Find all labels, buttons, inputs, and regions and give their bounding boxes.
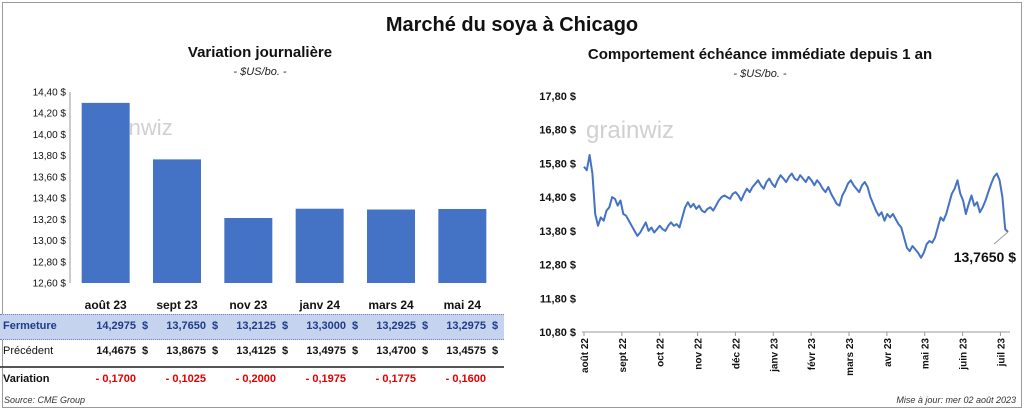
table-cell: 13,4700 <box>376 345 416 357</box>
y-tick-label: 13,60 $ <box>33 172 67 183</box>
table-cell: 13,2125 <box>236 320 276 332</box>
table-cell: 13,2925 <box>376 320 416 332</box>
x-tick-label: févr 23 <box>807 338 818 371</box>
bar <box>438 208 487 283</box>
x-tick-label: avr 23 <box>883 338 894 367</box>
bar-chart-title: Variation journalière <box>187 44 333 61</box>
x-tick-label: janv 23 <box>769 338 780 373</box>
x-category-label: nov 23 <box>229 298 267 312</box>
x-tick-label: mars 23 <box>845 338 856 376</box>
currency-symbol: $ <box>141 345 149 357</box>
table-row-previous: Précédent 14,4675 $13,8675 $13,4125 $13,497… <box>0 340 504 364</box>
line-chart: 10,80 $ 11,80 $ 12,80 $ 13,80 $ 14,80 $ 15,80… <box>539 91 1016 376</box>
bar <box>367 209 415 283</box>
y-tick-label: 13,80 $ <box>33 151 67 162</box>
table-cell: 13,4125 <box>236 345 276 357</box>
currency-symbol: $ <box>351 345 359 357</box>
y-tick-label: 14,00 $ <box>33 130 67 141</box>
table-cell: 13,4975 <box>306 345 346 357</box>
bar-chart-unit: - $US/bo. - <box>233 66 287 78</box>
price-line <box>583 154 1009 259</box>
update-date: Mise à jour: mer 02 août 2023 <box>896 395 1016 405</box>
y-tick-label: 13,00 $ <box>33 236 67 247</box>
table-row-close: Fermeture 14,2975 $13,7650 $13,2125 $13,300… <box>0 314 504 340</box>
line-chart-unit: - $US/bo. - <box>733 68 787 80</box>
y-tick-label: 13,40 $ <box>33 194 67 205</box>
bar <box>153 159 201 283</box>
table-cell: - 0,1025 <box>165 373 206 385</box>
y-tick-label: 14,40 $ <box>33 88 67 99</box>
table-cell: - 0,1700 <box>95 373 136 385</box>
x-tick-label: oct 22 <box>656 338 667 367</box>
source-note: Source: CME Group <box>4 395 86 405</box>
y-tick-label: 14,80 $ <box>539 192 576 204</box>
currency-symbol: $ <box>351 320 359 332</box>
watermark-logo: grainwiz <box>586 117 674 144</box>
y-tick-label: 12,80 $ <box>33 257 67 268</box>
x-tick-label: juin 23 <box>959 338 970 371</box>
currency-symbol: $ <box>211 320 219 332</box>
currency-symbol: $ <box>281 345 289 357</box>
bar <box>81 102 130 283</box>
table-cell: - 0,1600 <box>445 373 486 385</box>
y-tick-label: 13,80 $ <box>539 226 576 238</box>
currency-symbol: $ <box>141 320 149 332</box>
y-tick-label: 10,80 $ <box>539 327 576 339</box>
y-tick-label: 12,80 $ <box>539 260 576 272</box>
table-cell: - 0,1775 <box>375 373 416 385</box>
row-label: Variation <box>3 373 50 385</box>
table-cell: 13,3000 <box>306 320 346 332</box>
currency-symbol: $ <box>211 345 219 357</box>
y-tick-label: 12,60 $ <box>33 279 67 290</box>
table-cell: 14,2975 <box>96 320 136 332</box>
y-tick-label: 11,80 $ <box>540 293 576 305</box>
y-tick-label: 14,20 $ <box>33 109 67 120</box>
currency-symbol: $ <box>421 320 429 332</box>
x-category-label: sept 23 <box>156 298 198 312</box>
last-price-callout: 13,7650 $ <box>954 249 1016 265</box>
table-cell: 13,4575 <box>446 345 486 357</box>
x-category-label: janv 24 <box>298 298 340 312</box>
currency-symbol: $ <box>421 345 429 357</box>
row-label: Fermeture <box>3 320 57 332</box>
table-cell: 13,8675 <box>166 345 206 357</box>
y-tick-label: 13,20 $ <box>33 215 67 226</box>
table-row-variation: Variation - 0,1700 - 0,1025 - 0,2000 - 0,19… <box>0 366 504 392</box>
currency-symbol: $ <box>491 345 499 357</box>
table-cell: 13,2975 <box>446 320 486 332</box>
x-tick-label: août 22 <box>580 338 591 373</box>
x-tick-label: juil 23 <box>996 338 1007 368</box>
callout-leader <box>993 231 1009 245</box>
table-cell: 13,7650 <box>166 320 206 332</box>
row-label: Précédent <box>3 345 54 357</box>
y-tick-label: 17,80 $ <box>539 91 576 103</box>
x-tick-label: sept 22 <box>618 338 629 373</box>
currency-symbol: $ <box>491 320 499 332</box>
x-category-label: mars 24 <box>368 298 414 312</box>
bar <box>295 208 344 283</box>
x-tick-label: mai 23 <box>921 338 932 370</box>
table-cell: - 0,1975 <box>305 373 346 385</box>
bar-chart: 12,60 $ 12,80 $ 13,00 $ 13,20 $ 13,40 $ 13,60… <box>33 88 487 312</box>
y-tick-label: 16,80 $ <box>539 125 576 137</box>
x-tick-label: nov 22 <box>694 338 705 370</box>
currency-symbol: $ <box>281 320 289 332</box>
line-chart-title: Comportement échéance immédiate depuis 1… <box>587 46 933 63</box>
table-cell: 14,4675 <box>96 345 136 357</box>
x-category-label: août 23 <box>85 298 127 312</box>
page-title: Marché du soya à Chicago <box>385 14 639 36</box>
x-tick-label: déc 22 <box>731 338 742 370</box>
bar <box>224 218 273 283</box>
table-cell: - 0,2000 <box>235 373 276 385</box>
x-category-label: mai 24 <box>444 298 482 312</box>
y-tick-label: 15,80 $ <box>539 158 576 170</box>
